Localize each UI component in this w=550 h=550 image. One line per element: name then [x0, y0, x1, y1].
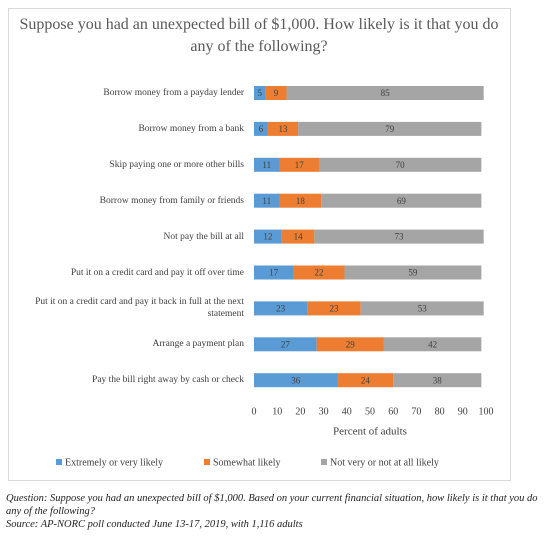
value-label: 13: [279, 124, 289, 134]
bar-segment: [383, 337, 482, 352]
bar-segment: [254, 157, 280, 172]
value-label: 5: [258, 88, 263, 98]
bar-segment: [360, 301, 484, 316]
value-label: 23: [330, 303, 340, 313]
value-label: 14: [294, 232, 304, 242]
category-label: Borrow money from a bank: [138, 123, 244, 134]
bar-segment: [337, 373, 394, 388]
bar-segment: [286, 86, 484, 100]
value-label: 11: [262, 196, 271, 206]
category-label: Put it on a credit card and pay it off o…: [70, 267, 244, 278]
bar-segment: [318, 157, 482, 172]
value-label: 79: [385, 124, 395, 134]
value-label: 69: [397, 196, 407, 206]
notes: Question: Suppose you had an unexpected …: [6, 492, 546, 531]
value-label: 27: [281, 339, 291, 349]
legend-label: Somewhat likely: [213, 457, 281, 468]
x-tick-label: 70: [411, 406, 421, 417]
x-tick-label: 0: [252, 406, 257, 417]
x-tick-label: 10: [272, 406, 282, 417]
x-tick-label: 90: [458, 406, 468, 417]
value-label: 73: [395, 232, 405, 242]
x-tick-label: 80: [435, 406, 445, 417]
bar-segment: [254, 229, 282, 244]
bar-segment: [321, 193, 482, 208]
value-label: 17: [295, 160, 305, 170]
value-label: 17: [269, 268, 279, 278]
value-label: 29: [346, 339, 356, 349]
category-label: Skip paying one or more other bills: [109, 159, 244, 170]
bar-segment: [254, 86, 266, 100]
bar-segment: [307, 301, 361, 316]
value-label: 6: [259, 124, 264, 134]
value-label: 23: [276, 303, 286, 313]
legend-marker: [321, 459, 327, 465]
value-label: 59: [408, 268, 418, 278]
bar-segment: [314, 229, 484, 244]
bar-segment: [254, 265, 294, 280]
bar-segment: [316, 337, 384, 352]
bar-segment: [293, 265, 345, 280]
x-tick-label: 50: [365, 406, 375, 417]
legend-marker: [56, 459, 62, 465]
value-label: 36: [291, 375, 301, 385]
note: Question: Suppose you had an unexpected …: [6, 493, 538, 517]
bar-segment: [254, 337, 317, 352]
bar-segment: [267, 121, 299, 136]
value-label: 85: [381, 88, 391, 98]
category-label: Pay the bill right away by cash or check: [92, 375, 244, 386]
category-label: Not pay the bill at all: [163, 231, 244, 242]
category-label: Arrange a payment plan: [152, 339, 244, 350]
bar-segment: [298, 121, 482, 136]
chart-title: Suppose you had an unexpected bill of $1…: [19, 16, 499, 55]
bar-segment: [254, 193, 280, 208]
x-axis-label: Percent of adults: [333, 426, 407, 438]
category-label: Put it on a credit card and pay it back …: [35, 297, 244, 320]
value-label: 12: [263, 232, 272, 242]
value-label: 9: [274, 88, 279, 98]
value-label: 24: [361, 375, 371, 385]
value-label: 70: [396, 160, 406, 170]
note: Source: AP-NORC poll conducted June 13-1…: [6, 519, 303, 530]
bar-segment: [344, 265, 482, 280]
value-label: 11: [262, 160, 271, 170]
x-tick-label: 30: [319, 406, 329, 417]
bar-segment: [254, 121, 268, 136]
value-label: 38: [433, 375, 443, 385]
x-tick-label: 40: [342, 406, 352, 417]
legend-label: Extremely or very likely: [65, 457, 163, 468]
x-tick-label: 100: [479, 406, 494, 417]
category-label: Borrow money from family or friends: [99, 195, 244, 206]
category-label: Borrow money from a payday lender: [103, 88, 244, 98]
x-tick-label: 60: [388, 406, 398, 417]
bar-segment: [254, 301, 308, 316]
bar-segment: [393, 373, 482, 388]
chart: 0 10 20 30 40 50 60 70 80 90 100 Percent of adults 5…: [8, 8, 511, 481]
x-tick-label: 20: [295, 406, 305, 417]
value-label: 53: [418, 303, 428, 313]
value-label: 18: [296, 196, 306, 206]
value-label: 42: [428, 339, 437, 349]
bar-segment: [281, 229, 315, 244]
value-label: 22: [314, 268, 323, 278]
legend-marker: [204, 459, 210, 465]
bar-segment: [279, 157, 319, 172]
bar-segment: [254, 373, 338, 388]
bar-segment: [265, 86, 287, 100]
bar-segment: [279, 193, 322, 208]
legend-label: Not very or not at all likely: [330, 457, 439, 468]
